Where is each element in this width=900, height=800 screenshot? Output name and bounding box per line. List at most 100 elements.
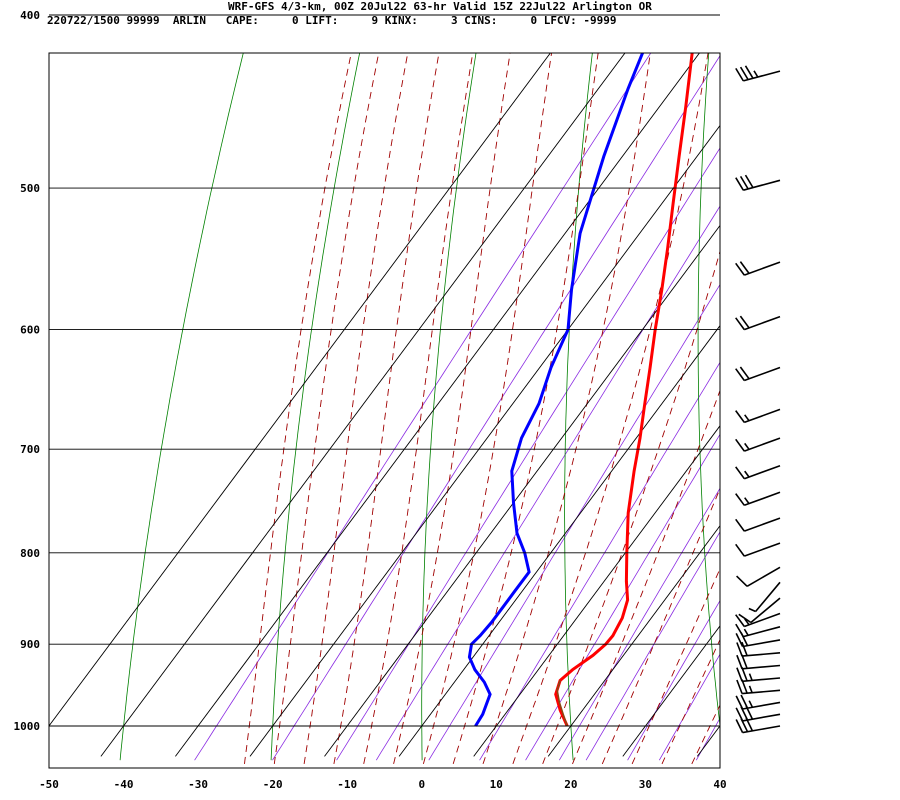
wind-barb-flag: [744, 65, 754, 79]
wind-barb-staff: [744, 315, 781, 331]
wind-barb-half-flag: [748, 607, 756, 613]
y-tick-label: 900: [20, 638, 40, 651]
wind-barb-staff: [743, 626, 781, 638]
wind-barb-flag: [735, 719, 744, 733]
parcel-profile: [556, 680, 568, 727]
wind-barb-staff: [744, 408, 781, 424]
x-tick-label: 40: [713, 778, 726, 791]
wind-barb-flag: [736, 654, 743, 670]
moist-adiabat-line: [722, 0, 900, 764]
wind-barb-staff: [744, 464, 781, 480]
dry-adiabat-line: [564, 53, 593, 761]
dry-adiabat-line: [421, 53, 477, 761]
wind-barb-flag: [735, 368, 745, 381]
moist-adiabat-line: [333, 53, 440, 764]
wind-barb-staff: [744, 366, 781, 382]
dry-adiabat-line: [119, 53, 244, 761]
wind-barb-flag: [739, 366, 750, 380]
wind-barb-staff: [742, 664, 781, 670]
x-tick-label: 20: [564, 778, 577, 791]
wind-barb: [735, 542, 781, 557]
wind-barb-staff: [743, 70, 781, 82]
wind-barb-flag: [735, 518, 745, 532]
wind-barb-half-flag: [748, 685, 753, 693]
wind-barb-flag: [736, 679, 743, 694]
wind-barb-flag: [739, 261, 750, 274]
mixing-ratio-line: [479, 361, 720, 761]
wind-barb: [735, 261, 781, 276]
wind-barb: [735, 623, 781, 638]
moist-adiabat-line: [422, 53, 553, 765]
isotherm-line: [324, 224, 720, 757]
x-tick-label: -40: [114, 778, 134, 791]
wind-barb-flag: [735, 410, 745, 423]
wind-barb-staff: [742, 677, 781, 683]
wind-barb-staff: [744, 542, 781, 557]
wind-barb: [735, 612, 781, 628]
plot-frame: [48, 52, 721, 769]
moist-adiabat-line: [482, 53, 651, 765]
wind-barb-half-flag: [748, 673, 753, 681]
wind-barb: [735, 366, 781, 382]
wind-barb: [735, 464, 781, 480]
x-tick-label: -50: [39, 778, 59, 791]
mixing-ratio-line: [695, 717, 720, 761]
wind-barb-flag: [736, 642, 743, 657]
mixing-ratio-line: [525, 433, 720, 761]
wind-barb-flag: [735, 177, 744, 191]
wind-barb-half-flag: [748, 700, 754, 708]
wind-barb-flag: [735, 466, 745, 480]
isotherm-line: [175, 53, 701, 757]
moist-adiabat-line: [452, 53, 599, 765]
wind-barb-flag: [736, 667, 743, 682]
wind-barb-staff: [750, 597, 781, 624]
wind-barb: [748, 581, 781, 613]
x-tick-label: 0: [418, 778, 425, 791]
mixing-ratio-line: [272, 55, 720, 761]
wind-barb-flag: [735, 614, 745, 627]
dry-adiabat-line: [270, 53, 361, 761]
stability-indices-line: 220722/1500 99999 ARLIN CAPE: 0 LIFT: 9 …: [47, 14, 617, 27]
wind-barb-flag: [738, 613, 752, 624]
wind-barb-staff: [742, 639, 781, 648]
wind-barb-flag: [735, 633, 744, 647]
wind-barb-flag: [735, 707, 744, 722]
wind-barb: [738, 597, 781, 624]
wind-barb: [735, 694, 781, 710]
wind-barb-staff: [743, 179, 781, 191]
wind-barb-flag: [735, 438, 745, 452]
moist-adiabat-line: [512, 53, 709, 765]
wind-barb-half-flag: [744, 414, 750, 422]
y-tick-label: 600: [20, 324, 40, 337]
wind-barb-half-flag: [744, 497, 750, 505]
isotherm-line: [100, 53, 626, 757]
moist-adiabat-line: [572, 389, 720, 765]
isotherm-line: [49, 53, 551, 727]
wind-barb-flag: [739, 175, 749, 190]
mixing-ratio-line: [725, 0, 900, 760]
isotherm-line: [473, 425, 720, 757]
mixing-ratio-line: [336, 147, 720, 761]
wind-barb: [736, 654, 781, 670]
moist-adiabat-line: [631, 567, 720, 765]
chart-title: WRF-GFS 4/3-km, 00Z 20Jul22 63-hr Valid …: [228, 0, 652, 13]
dry-adiabat-line: [823, 0, 875, 760]
x-tick-label: -20: [263, 778, 283, 791]
wind-barb-flag: [735, 543, 745, 557]
wind-barb-half-flag: [744, 470, 750, 478]
wind-barb: [735, 174, 781, 191]
y-tick-label: 1000: [14, 720, 41, 733]
wind-barb-flag: [735, 695, 744, 710]
wind-barb-staff: [742, 689, 781, 695]
wind-barb: [735, 491, 781, 507]
mixing-ratio-line: [658, 653, 720, 761]
dewpoint-profile: [467, 53, 645, 727]
moist-adiabat-line: [691, 704, 720, 765]
moist-adiabat-line: [393, 53, 511, 765]
isotherm-line: [398, 324, 720, 757]
isotherm-line: [547, 525, 720, 757]
wind-barb-staff: [744, 261, 781, 276]
mixing-ratio-line: [375, 205, 720, 761]
wind-barb-flag: [741, 654, 748, 669]
wind-barb: [735, 315, 781, 331]
